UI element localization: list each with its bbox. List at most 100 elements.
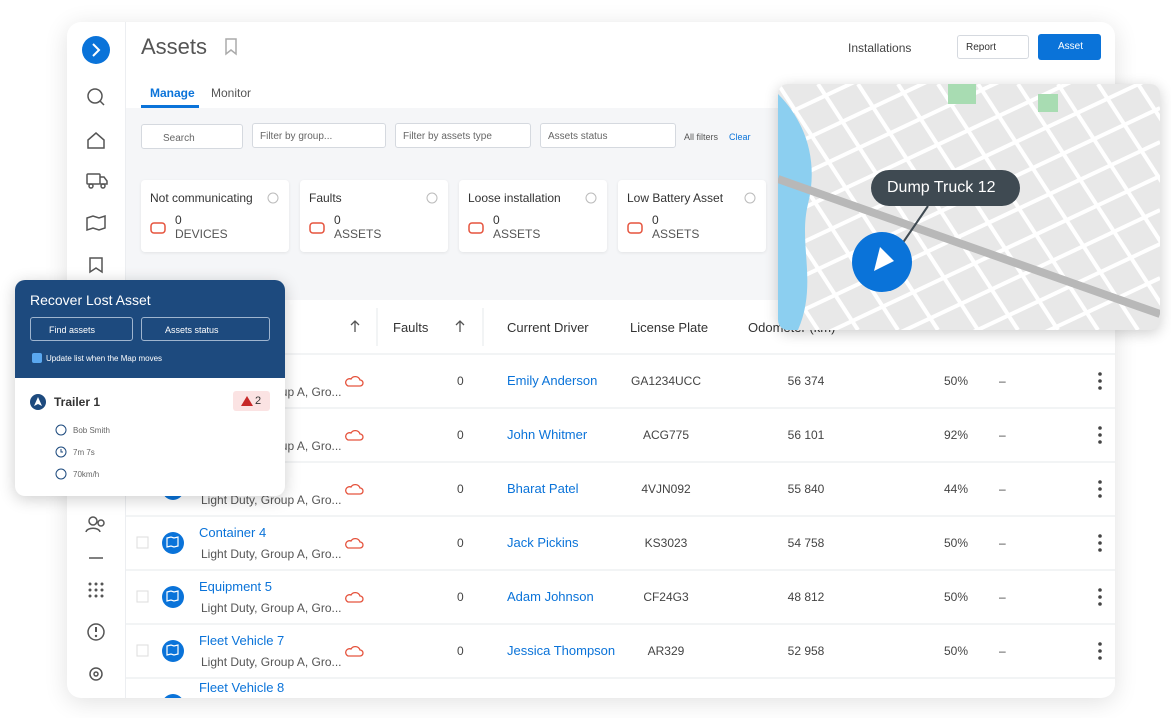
license-plate: AR329 <box>647 644 685 658</box>
street <box>816 84 980 330</box>
card-icon <box>468 222 484 234</box>
summary-card: Faults 0 ASSETS <box>300 180 448 252</box>
asset-detail-icons <box>55 424 67 480</box>
driver[interactable]: John Whitmer <box>507 427 588 442</box>
battery: 50% <box>943 590 968 604</box>
card-title: Not communicating <box>150 191 253 205</box>
row-checkbox <box>136 590 149 603</box>
asset-duration: 7m 7s <box>73 448 95 457</box>
info-icon <box>744 192 756 204</box>
status-filter[interactable]: Assets status <box>540 123 676 148</box>
odometer: 55 840 <box>787 482 825 496</box>
row-menu-dot <box>1098 487 1102 491</box>
street <box>778 84 1072 222</box>
odometer: 56 101 <box>787 428 825 442</box>
asset-driver: Bob Smith <box>73 426 110 435</box>
report-button[interactable]: Report <box>957 35 1029 59</box>
asset-name[interactable]: Fleet Vehicle 7 <box>199 633 285 648</box>
cloud-icon <box>345 375 364 387</box>
installations-menu[interactable]: Installations <box>848 41 912 55</box>
asset-icon <box>30 394 46 410</box>
search-input[interactable]: Search <box>141 124 243 149</box>
row-menu-dot <box>1098 433 1102 437</box>
summary-card: Not communicating 0 DEVICES <box>141 180 289 252</box>
park <box>948 84 976 104</box>
driver[interactable]: Jessica Thompson <box>507 643 615 658</box>
all-filters[interactable]: All filters <box>684 132 719 142</box>
driver[interactable]: Emily Anderson <box>507 373 598 388</box>
column-header: License Plate <box>630 320 709 335</box>
clear-filters[interactable]: Clear <box>729 132 751 142</box>
street <box>1044 276 1160 330</box>
odometer: 54 758 <box>787 536 825 550</box>
info-icon <box>267 192 279 204</box>
column-header: Faults <box>393 320 429 335</box>
alert-icon <box>241 396 253 406</box>
battery: 92% <box>943 428 968 442</box>
asset-type-glyph <box>166 536 179 548</box>
license-plate: KS3023 <box>644 536 688 550</box>
battery: 50% <box>943 374 968 388</box>
card-title: Loose installation <box>468 191 561 205</box>
search-placeholder: Search <box>163 133 195 144</box>
type-filter[interactable]: Filter by assets type <box>395 123 531 148</box>
icon-shape <box>468 222 484 234</box>
card-unit: ASSETS <box>493 227 541 241</box>
faults: 0 <box>457 428 464 442</box>
group-filter[interactable]: Filter by group... <box>252 123 386 148</box>
map-tooltip-label: Dump Truck 12 <box>887 179 996 196</box>
asset-name[interactable]: Fleet Vehicle 8 <box>199 680 285 695</box>
info-circle <box>744 192 756 204</box>
panel-status-filter[interactable]: Assets status <box>141 317 270 341</box>
add-asset-button[interactable]: Asset <box>1038 34 1101 60</box>
status: – <box>999 482 1006 496</box>
odometer: 52 958 <box>787 644 825 658</box>
row-menu-dot <box>1098 480 1102 484</box>
status: – <box>999 374 1006 388</box>
license-plate: ACG775 <box>642 428 690 442</box>
asset-type-icon <box>162 586 184 608</box>
battery: 50% <box>943 536 968 550</box>
asset-name[interactable]: Equipment 5 <box>199 579 272 594</box>
street <box>1056 84 1160 245</box>
checkbox-label: Update list when the Map moves <box>46 354 163 363</box>
cloud-icon <box>345 429 364 441</box>
driver[interactable]: Jack Pickins <box>507 535 579 550</box>
street <box>900 208 1160 330</box>
row-menu-dot <box>1098 649 1102 653</box>
driver[interactable]: Adam Johnson <box>507 589 594 604</box>
street <box>778 140 1160 324</box>
cloud-icon <box>345 537 364 549</box>
tab-monitor[interactable]: Monitor <box>211 86 252 100</box>
row-menu-dot <box>1098 534 1102 538</box>
status: – <box>999 536 1006 550</box>
card-unit: ASSETS <box>652 227 700 241</box>
icon-shape <box>627 222 643 234</box>
row-checkbox <box>136 644 149 657</box>
driver[interactable]: Bharat Patel <box>507 481 579 496</box>
recover-panel: Recover Lost Asset Find assets Assets st… <box>15 280 285 496</box>
alert-count: 2 <box>255 395 262 407</box>
faults: 0 <box>457 590 464 604</box>
asset-name: Trailer 1 <box>54 395 101 409</box>
info-circle <box>426 192 438 204</box>
tab-manage[interactable]: Manage <box>150 86 195 100</box>
card-icon <box>150 222 166 234</box>
faults: 0 <box>457 482 464 496</box>
map <box>778 84 1160 330</box>
battery: 50% <box>943 644 968 658</box>
info-circle <box>267 192 279 204</box>
info-icon <box>426 192 438 204</box>
checkbox[interactable] <box>32 353 42 363</box>
summary-card: Loose installation 0 ASSETS <box>459 180 607 252</box>
street <box>778 203 860 330</box>
asset-name[interactable]: Container 4 <box>199 525 267 540</box>
find-assets-input[interactable]: Find assets <box>30 317 133 341</box>
card-count: 0 <box>652 213 659 227</box>
cloud-icon <box>345 483 364 495</box>
asset-table: Faults Current Driver License Plate Odomete… <box>126 300 1115 698</box>
asset-type-glyph <box>166 590 179 602</box>
asset-group: Light Duty, Group A, Gro... <box>201 601 342 615</box>
rail <box>778 175 1160 318</box>
river <box>778 94 812 330</box>
